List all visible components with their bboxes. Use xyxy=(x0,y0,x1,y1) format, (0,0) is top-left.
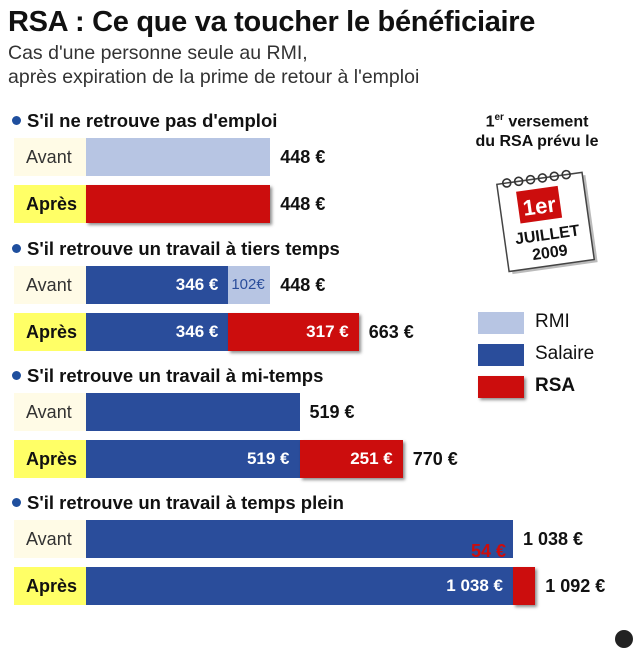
row-total-label: 448 € xyxy=(280,147,326,167)
bar-segment-rsa xyxy=(513,567,536,605)
bar-value-label: 102€ xyxy=(231,276,265,293)
row-total-label: 1 038 € xyxy=(523,529,584,549)
row-label: Avant xyxy=(14,266,86,304)
group-title-text: S'il retrouve un travail à mi-temps xyxy=(27,365,324,386)
bar-segment-rmi xyxy=(86,138,271,176)
bar-segment-salaire xyxy=(86,313,229,351)
group-title-text: S'il retrouve un travail à tiers temps xyxy=(27,238,340,259)
callout-ordinal: 1 xyxy=(485,113,495,131)
source-logo xyxy=(615,630,633,648)
callout-line-1: versement xyxy=(503,113,589,131)
bar-value-label: 346 € xyxy=(175,275,219,294)
bar-segment-salaire xyxy=(86,393,300,431)
bullet-icon xyxy=(12,370,21,380)
bullet-icon xyxy=(12,115,21,125)
group-title: S'il ne retrouve pas d'emploi xyxy=(12,110,277,132)
row-label: Après xyxy=(14,440,86,478)
row-total-label: 448 € xyxy=(280,194,326,214)
bar-segment-salaire xyxy=(86,520,513,558)
legend-label-salaire: Salaire xyxy=(535,343,595,364)
row-label: Avant xyxy=(14,138,86,176)
legend-label-rmi: RMI xyxy=(535,311,570,332)
row-total-label: 663 € xyxy=(368,322,414,342)
bar-segment-salaire xyxy=(86,567,513,605)
bar-segment-rsa xyxy=(228,313,359,351)
row-total-label: 448 € xyxy=(280,275,326,295)
bar-segment-rsa xyxy=(299,440,403,478)
group-title: S'il retrouve un travail à mi-temps xyxy=(12,365,323,387)
calendar-icon: 1er JUILLET 2009 xyxy=(496,169,598,275)
bullet-icon xyxy=(12,243,21,253)
row-label: Après xyxy=(14,313,86,351)
legend-swatch-salaire xyxy=(478,344,524,366)
bar-segment-rsa xyxy=(86,185,271,223)
bar-value-label: 317 € xyxy=(306,322,349,341)
legend-swatch-rmi xyxy=(478,312,524,334)
bar-value-label: 54 € xyxy=(471,541,507,561)
group-title: S'il retrouve un travail à tiers temps xyxy=(12,238,340,260)
group-title-text: S'il retrouve un travail à temps plein xyxy=(27,492,344,513)
row-label: Après xyxy=(14,185,86,223)
row-label: Avant xyxy=(14,520,86,558)
bar-segment-rmi xyxy=(228,266,271,304)
row-label: Après xyxy=(14,567,86,605)
callout-ordinal-suffix: er xyxy=(494,112,504,123)
bar-segment-salaire xyxy=(86,266,229,304)
group-title-text: S'il ne retrouve pas d'emploi xyxy=(27,110,278,131)
group-title: S'il retrouve un travail à temps plein xyxy=(12,492,344,514)
row-total-label: 519 € xyxy=(309,402,355,422)
bar-value-label: 519 € xyxy=(246,449,290,468)
row-label: Avant xyxy=(14,393,86,431)
subtitle-line-1: Cas d'une personne seule au RMI, xyxy=(8,42,308,64)
legend-label-rsa: RSA xyxy=(535,375,576,396)
bar-value-label: 251 € xyxy=(350,449,393,468)
bar-segment-salaire xyxy=(86,440,300,478)
row-total-label: 770 € xyxy=(412,449,458,469)
subtitle-line-2: après expiration de la prime de retour à… xyxy=(8,66,420,88)
row-total-label: 1 092 € xyxy=(545,576,606,596)
calendar-day: 1er xyxy=(521,191,558,220)
chart-title: RSA : Ce que va toucher le bénéficiaire xyxy=(8,6,536,38)
bar-value-label: 346 € xyxy=(175,322,219,341)
calendar-year: 2009 xyxy=(531,242,569,264)
bar-value-label: 1 038 € xyxy=(446,576,503,595)
legend-swatch-rsa xyxy=(478,376,524,398)
first-payment-callout: 1er versement du RSA prévu le xyxy=(452,108,622,152)
callout-line-2: du RSA prévu le xyxy=(475,133,599,151)
bullet-icon xyxy=(12,497,21,507)
